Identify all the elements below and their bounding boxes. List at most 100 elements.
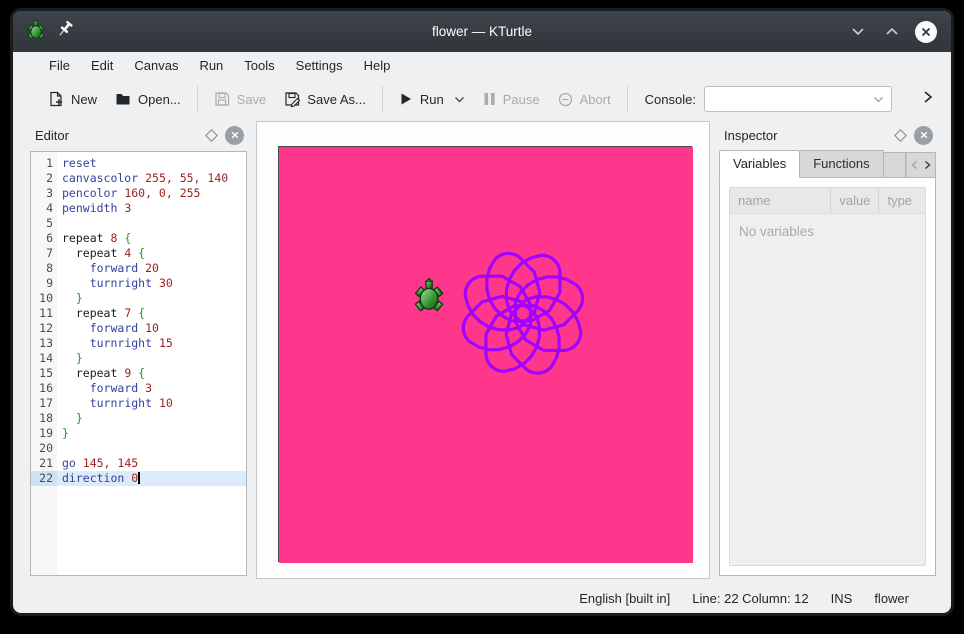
inspector-title: Inspector (724, 127, 778, 143)
editor-gutter: 1 2 3 4 5 6 7 8 9 10 11 12 13 14 15 16 17 18 19 20 21 22 (31, 152, 57, 575)
editor-line[interactable]: reset (62, 156, 97, 170)
inspector-tabbar: Variables Functions (719, 150, 936, 178)
tab-variables[interactable]: Variables (719, 150, 801, 178)
editor-line[interactable]: turnright 15 (89, 336, 173, 350)
variables-table[interactable]: name value type No variables (729, 187, 926, 566)
line-number: 14 (39, 351, 53, 365)
scroll-right-icon[interactable] (924, 160, 931, 170)
turtle-sprite (414, 278, 444, 312)
toolbar-overflow-button[interactable] (917, 86, 939, 113)
console-label: Console: (644, 91, 696, 107)
menubar: File Edit Canvas Run Tools Settings Help (13, 52, 951, 79)
editor-line[interactable]: turnright 10 (89, 396, 173, 410)
line-number: 2 (46, 171, 53, 185)
toolbar-separator (381, 86, 383, 112)
editor-line[interactable]: penwidth 3 (62, 201, 132, 215)
editor-dock-header: Editor (27, 121, 250, 149)
float-dock-icon[interactable] (205, 128, 218, 142)
menu-file[interactable]: File (49, 58, 70, 73)
float-dock-icon[interactable] (894, 128, 907, 142)
column-type[interactable]: type (887, 193, 913, 208)
menu-settings[interactable]: Settings (295, 58, 343, 73)
menu-canvas[interactable]: Canvas (134, 58, 179, 73)
menu-help[interactable]: Help (363, 58, 391, 73)
editor-code[interactable]: reset canvascolor 255, 55, 140 pencolor 16… (57, 152, 246, 575)
menu-run[interactable]: Run (199, 58, 224, 73)
pin-icon[interactable] (57, 20, 73, 44)
line-number: 20 (39, 441, 53, 455)
pause-button[interactable]: Pause (474, 86, 549, 113)
abort-icon (558, 92, 572, 106)
line-number: 6 (46, 231, 53, 245)
editor-line[interactable]: } (75, 411, 83, 425)
editor-line[interactable]: go 145, 145 (62, 456, 139, 470)
status-document-name: flower (874, 590, 909, 606)
editor-line[interactable]: } (62, 426, 69, 440)
chevron-down-icon (874, 96, 883, 102)
save-as-button[interactable]: Save As... (275, 85, 375, 113)
save-as-icon (285, 92, 301, 108)
editor-line[interactable]: repeat 9 { (62, 366, 146, 380)
editor-line[interactable]: direction 0 (57, 471, 246, 486)
editor-line[interactable]: repeat 7 { (62, 306, 146, 320)
save-button[interactable]: Save (205, 85, 276, 113)
menu-edit[interactable]: Edit (90, 58, 114, 73)
editor-line[interactable]: pencolor 160, 0, 255 (62, 186, 201, 200)
tab-scroll-buttons (906, 152, 936, 178)
close-button[interactable] (913, 19, 939, 45)
line-number: 17 (39, 396, 53, 410)
close-icon (915, 20, 937, 43)
chevron-right-icon (924, 90, 933, 103)
pause-icon (484, 93, 495, 105)
line-number: 13 (39, 336, 53, 350)
editor-line[interactable]: forward 10 (89, 321, 159, 335)
tab-functions[interactable]: Functions (800, 150, 884, 178)
column-value[interactable]: value (831, 188, 880, 213)
close-dock-icon[interactable] (914, 125, 933, 145)
new-button[interactable]: New (39, 85, 106, 113)
editor-line[interactable]: } (75, 351, 83, 365)
editor-line[interactable]: repeat 8 { (62, 231, 132, 245)
editor-line[interactable]: turnright 30 (89, 276, 173, 290)
open-button[interactable]: Open... (106, 85, 190, 113)
line-number: 3 (46, 186, 53, 200)
editor-line[interactable]: repeat 4 { (62, 246, 146, 260)
close-dock-icon[interactable] (225, 125, 244, 145)
status-language: English [built in] (579, 590, 671, 606)
column-name[interactable]: name (730, 188, 832, 213)
statusbar: English [built in] Line: 22 Column: 12 I… (13, 583, 951, 613)
line-number: 4 (46, 201, 53, 215)
editor-line[interactable]: } (75, 291, 83, 305)
turtle-canvas (278, 146, 693, 563)
line-number: 1 (46, 156, 53, 170)
toolbar-separator (626, 86, 628, 112)
flower-path (461, 251, 585, 375)
editor-line[interactable]: canvascolor 255, 55, 140 (62, 171, 229, 185)
editor-line[interactable]: forward 20 (89, 261, 159, 275)
minimize-button[interactable] (845, 19, 871, 45)
menu-tools[interactable]: Tools (244, 58, 275, 73)
line-number: 22 (31, 471, 57, 486)
maximize-button[interactable] (879, 19, 905, 45)
variables-pane: name value type No variables (719, 178, 936, 576)
line-number: 12 (39, 321, 53, 335)
line-number: 10 (39, 291, 53, 305)
toolbar-separator (196, 86, 198, 112)
inspector-dock-header: Inspector (716, 121, 939, 149)
new-file-icon (50, 91, 62, 107)
editor-line[interactable] (57, 441, 246, 456)
line-number: 9 (46, 276, 53, 290)
scroll-left-icon[interactable] (911, 160, 918, 170)
table-header: name value type (730, 188, 925, 214)
run-button[interactable]: Run (390, 86, 474, 113)
line-number: 15 (39, 366, 53, 380)
abort-button[interactable]: Abort (549, 86, 620, 113)
console-combobox[interactable] (703, 86, 892, 112)
turtle-icon[interactable] (25, 19, 47, 44)
code-editor[interactable]: 1 2 3 4 5 6 7 8 9 10 11 12 13 14 15 16 17 18 19 20 21 22 rese… (30, 151, 247, 576)
editor-line[interactable] (57, 216, 246, 231)
text-cursor (138, 472, 140, 484)
editor-line[interactable]: forward 3 (89, 381, 153, 395)
line-number: 21 (39, 456, 53, 470)
editor-title: Editor (35, 127, 69, 143)
